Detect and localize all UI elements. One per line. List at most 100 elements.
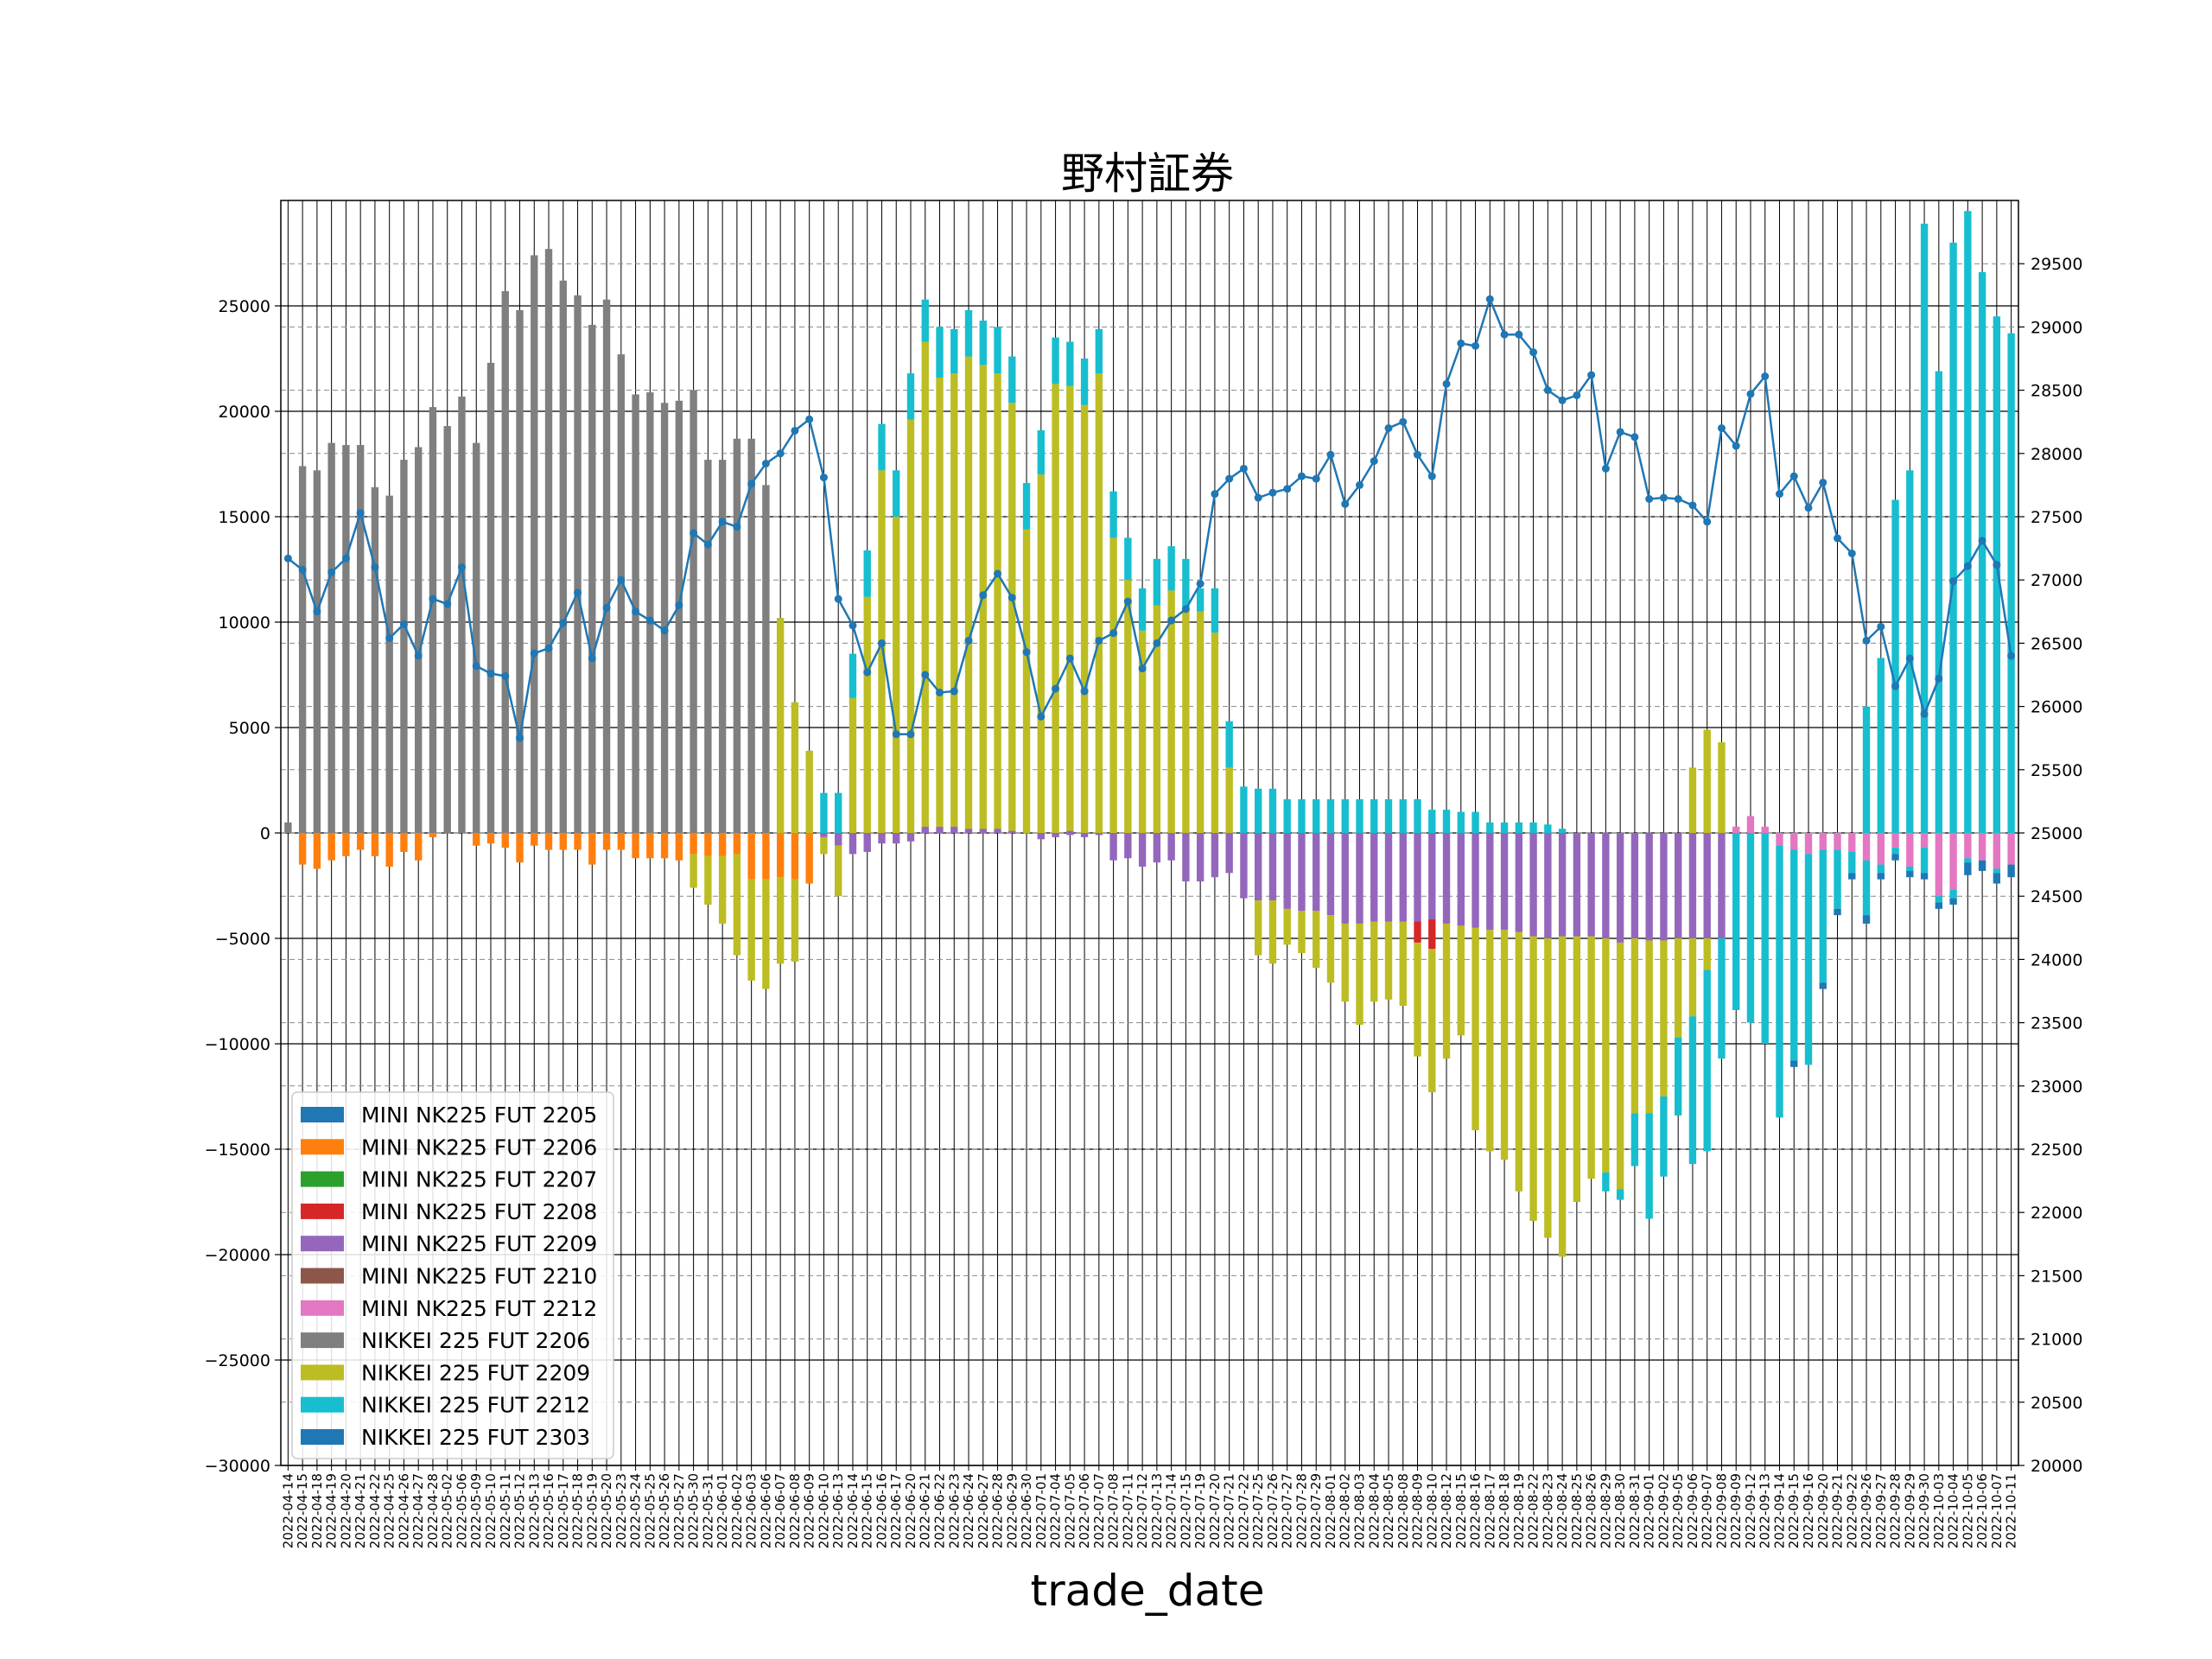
x-tick-label: 2022-08-25 (1569, 1473, 1585, 1548)
x-tick-label: 2022-06-17 (888, 1473, 904, 1548)
x-tick-label: 2022-08-01 (1323, 1473, 1338, 1548)
x-tick-label: 2022-05-02 (440, 1473, 455, 1548)
bar-segment (893, 470, 900, 517)
y2-tick-label: 23500 (2031, 1014, 2082, 1033)
x-tick-label: 2022-06-24 (961, 1473, 976, 1548)
x-tick-label: 2022-06-13 (830, 1473, 846, 1548)
bar-segment (1558, 833, 1567, 937)
bar-segment (1674, 1037, 1682, 1116)
y-tick-label: 25000 (219, 297, 270, 316)
bar-segment (1935, 371, 1943, 833)
bar-segment (1080, 833, 1089, 837)
bar-segment (1283, 833, 1291, 909)
price-point (632, 607, 640, 616)
bar-segment (936, 826, 944, 833)
x-tick-label: 2022-09-13 (1758, 1473, 1773, 1548)
bar-segment (473, 833, 480, 846)
legend-swatch (301, 1107, 344, 1122)
y2-tick-label: 24500 (2031, 887, 2082, 906)
bar-segment (1920, 833, 1929, 849)
price-point (1399, 417, 1408, 426)
bar-segment (1602, 1172, 1610, 1192)
x-tick-label: 2022-08-05 (1381, 1473, 1396, 1548)
bar-segment (921, 826, 929, 833)
bar-segment (1384, 798, 1393, 833)
y-tick-label: −20000 (205, 1246, 270, 1265)
bar-segment (1515, 822, 1523, 833)
bar-segment (1616, 1189, 1624, 1200)
price-point (1022, 648, 1031, 657)
x-tick-label: 2022-08-26 (1584, 1473, 1599, 1548)
price-point (645, 616, 654, 625)
legend-label: MINI NK225 FUT 2206 (361, 1135, 597, 1160)
bar-segment (1877, 873, 1885, 880)
bar-segment (950, 328, 958, 374)
bar-segment (893, 517, 900, 833)
bar-segment (1862, 915, 1871, 924)
bar-segment (1993, 316, 2001, 833)
y2-tick-label: 25500 (2031, 761, 2082, 780)
bar-segment (1544, 824, 1552, 833)
bar-segment (516, 833, 524, 863)
bar-segment (1370, 833, 1378, 922)
price-point (559, 619, 568, 627)
bar-segment (994, 829, 1001, 833)
bars-layer (284, 211, 2015, 1257)
bar-segment (1095, 373, 1103, 834)
bar-segment (1544, 938, 1552, 1238)
chart-title: 野村証券 (1061, 149, 1234, 199)
x-tick-label: 2022-06-16 (874, 1473, 889, 1548)
legend: MINI NK225 FUT 2205 MINI NK225 FUT 2206 MI… (291, 1091, 614, 1459)
x-tick-label: 2022-09-30 (1916, 1473, 1932, 1548)
price-point (2007, 652, 2016, 660)
bar-segment (356, 445, 365, 833)
x-tick-label: 2022-07-04 (1048, 1473, 1064, 1548)
bar-segment (1008, 356, 1016, 404)
bar-segment (1341, 798, 1349, 833)
x-tick-label: 2022-05-30 (686, 1473, 702, 1548)
bar-segment (1326, 833, 1335, 916)
price-point (1370, 457, 1378, 466)
bar-segment (646, 833, 654, 859)
price-point (1457, 339, 1465, 347)
x-tick-label: 2022-07-22 (1236, 1473, 1251, 1548)
price-point (1645, 495, 1654, 504)
y2-tick-label: 26500 (2031, 634, 2082, 653)
y2-tick-label: 26000 (2031, 698, 2082, 717)
bar-segment (791, 879, 799, 962)
bar-segment (1124, 833, 1132, 859)
legend-label: MINI NK225 FUT 2210 (361, 1264, 597, 1289)
x-tick-label: 2022-08-12 (1439, 1473, 1454, 1548)
price-point (964, 636, 973, 645)
bar-segment (1920, 848, 1929, 874)
x-tick-label: 2022-04-14 (280, 1473, 296, 1548)
y-tick-label: 20000 (219, 403, 270, 422)
price-point (574, 588, 582, 597)
legend-swatch (301, 1429, 344, 1445)
bar-segment (964, 829, 973, 833)
bar-segment (1008, 403, 1016, 831)
bar-segment (1558, 936, 1567, 1257)
bar-segment (1804, 854, 1813, 1065)
bar-segment (1587, 936, 1595, 1179)
bar-segment (1428, 919, 1436, 950)
x-tick-label: 2022-07-14 (1164, 1473, 1179, 1548)
bar-segment (1819, 833, 1827, 850)
x-tick-label: 2022-07-19 (1192, 1473, 1208, 1548)
price-point (1616, 428, 1624, 436)
price-point (936, 688, 944, 696)
bar-segment (1428, 833, 1436, 920)
bar-segment (1964, 211, 1972, 833)
price-point (979, 591, 988, 600)
bar-segment (2007, 333, 2015, 834)
bar-segment (863, 550, 871, 597)
price-point (819, 474, 828, 482)
bar-segment (979, 321, 987, 365)
x-tick-label: 2022-08-19 (1511, 1473, 1527, 1548)
y-tick-label: 0 (260, 824, 270, 843)
price-point (892, 730, 900, 739)
legend-swatch (301, 1236, 344, 1252)
bar-segment (1095, 833, 1103, 836)
bar-segment (1891, 854, 1899, 861)
price-point (1993, 561, 2001, 569)
